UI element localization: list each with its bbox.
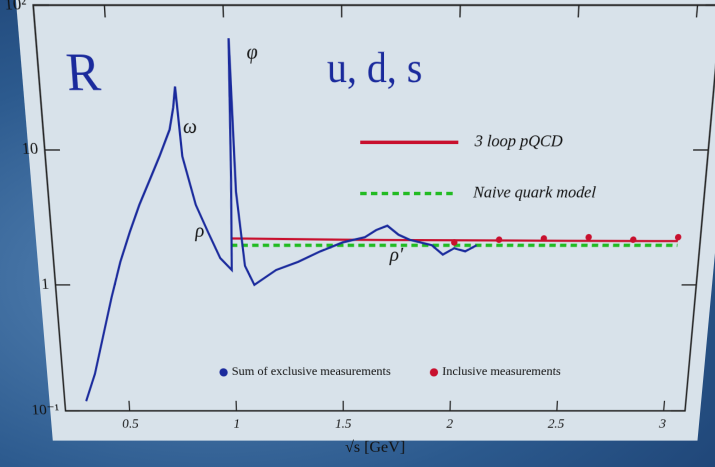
x-tick — [664, 401, 665, 411]
annotation: ρ' — [389, 244, 404, 266]
legend-label: 3 loop pQCD — [473, 132, 563, 151]
x-tick — [578, 5, 579, 17]
y-tick-label: 10² — [4, 0, 28, 14]
x-tick-label: 0.5 — [122, 416, 139, 430]
x-tick — [129, 401, 130, 411]
x-tick — [557, 401, 558, 411]
x-tick-label: 1.5 — [335, 416, 352, 430]
legend-label: Inclusive measurements — [442, 365, 561, 379]
annotation: ω — [182, 116, 197, 139]
legend-label: Sum of exclusive measurements — [232, 365, 391, 379]
x-tick — [104, 5, 105, 17]
chart-subtitle: u, d, s — [327, 44, 423, 92]
x-tick-label: 1 — [233, 416, 240, 430]
x-tick-label: 3 — [658, 416, 667, 430]
annotation: φ — [246, 41, 258, 65]
y-tick-label: 10 — [21, 140, 39, 159]
chart-title: R — [64, 43, 103, 103]
legend-label: Naive quark model — [472, 183, 597, 201]
x-tick-label: 2.5 — [548, 416, 565, 430]
x-axis-label: √s [GeV] — [345, 438, 405, 456]
plot-background — [14, 0, 715, 441]
y-tick-label: 10⁻¹ — [31, 402, 60, 418]
annotation: ρ — [194, 220, 205, 242]
y-tick-label: 1 — [41, 275, 50, 292]
x-tick-label: 2 — [446, 416, 453, 430]
